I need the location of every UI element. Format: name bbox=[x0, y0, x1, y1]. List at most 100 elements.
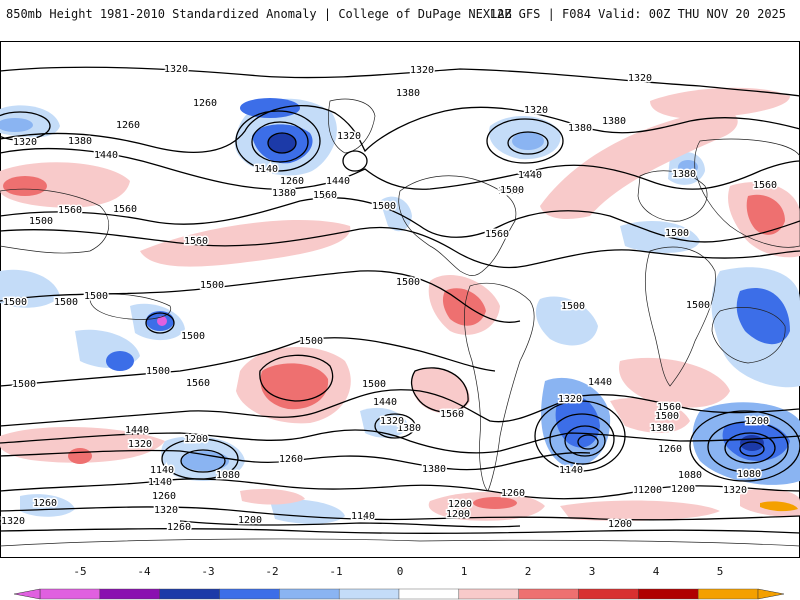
colorbar-segment bbox=[518, 588, 579, 600]
contour-label: 1560 bbox=[113, 204, 137, 215]
neg-anomaly-southern-indian-center bbox=[740, 435, 764, 451]
contour-south-atlantic-low-3 bbox=[564, 425, 606, 457]
contour-label: 1140 bbox=[150, 465, 174, 476]
contour-label: 1380 bbox=[602, 116, 626, 127]
contour-label: 1440 bbox=[373, 397, 397, 408]
contour-label: 1380 bbox=[397, 423, 421, 434]
colorbar-tick-label: -5 bbox=[73, 565, 87, 578]
contour-label: 1500 bbox=[3, 297, 27, 308]
contour-south-pacific-low-1 bbox=[161, 438, 239, 480]
contour-label: 1560 bbox=[440, 409, 464, 420]
contour-label: 1140 bbox=[148, 477, 172, 488]
contour-1440-south bbox=[0, 389, 800, 427]
contour-label: 1320 bbox=[154, 505, 178, 516]
neg-anomaly-far-west-core bbox=[0, 118, 33, 132]
pos-anomaly-west-europe bbox=[0, 162, 130, 208]
pos-anomaly-antarctic-left bbox=[240, 488, 305, 505]
contour-label: 1260 bbox=[658, 444, 682, 455]
coast-south-america bbox=[464, 282, 535, 492]
contour-label: 1380 bbox=[672, 169, 696, 180]
contour-label: 1560 bbox=[186, 378, 210, 389]
contour-south-pacific-low-2 bbox=[180, 449, 226, 473]
contour-label: 1500 bbox=[665, 228, 689, 239]
contour-label: 1260 bbox=[116, 120, 140, 131]
colorbar-tick-label: 5 bbox=[716, 565, 724, 578]
pos-anomaly-pacific-band bbox=[140, 220, 351, 267]
pos-anomaly-southwest-core bbox=[68, 448, 92, 464]
contour-label: 1500 bbox=[372, 201, 396, 212]
contour-label: 1560 bbox=[753, 180, 777, 191]
colorbar-tick-label: -2 bbox=[265, 565, 279, 578]
pos-anomaly-bottom-right-orange bbox=[760, 501, 798, 512]
contour-label: 1560 bbox=[184, 236, 208, 247]
contour-label: 1320 bbox=[337, 131, 361, 142]
contour-label: 1320 bbox=[13, 137, 37, 148]
colorbar-tick-label: 1 bbox=[460, 565, 468, 578]
colorbar-tick-label: -3 bbox=[201, 565, 215, 578]
contour-label: 1500 bbox=[500, 185, 524, 196]
contour-north-pacific-low-2 bbox=[507, 131, 549, 155]
contour-1560-mid bbox=[0, 226, 800, 269]
pos-anomaly-west-europe-core bbox=[3, 176, 47, 196]
contour-1200-south bbox=[0, 506, 800, 521]
pos-anomaly-atlantic-arc bbox=[540, 109, 738, 219]
contour-label: 1380 bbox=[68, 136, 92, 147]
contour-label: 1080 bbox=[737, 469, 761, 480]
contour-label: 1200 bbox=[671, 484, 695, 495]
contour-label: 1320 bbox=[410, 65, 434, 76]
colorbar-right-arrow bbox=[757, 588, 785, 600]
contour-label: 1560 bbox=[657, 402, 681, 413]
neg-anomaly-tropics-west-core bbox=[106, 351, 134, 371]
contour-1560-high bbox=[259, 354, 334, 402]
contour-1440-north bbox=[0, 147, 800, 190]
neg-anomaly-east-asia bbox=[620, 221, 700, 253]
coast-greenland bbox=[328, 98, 376, 154]
colorbar-segment bbox=[338, 588, 400, 600]
neg-anomaly-south-pacific-core bbox=[181, 451, 229, 471]
contour-label: 1560 bbox=[313, 190, 337, 201]
contour-label: 1320 bbox=[380, 416, 404, 427]
pos-anomaly-peru-core bbox=[442, 288, 486, 326]
contour-southern-indian-low-4 bbox=[739, 441, 765, 457]
coast-west-asia bbox=[0, 188, 109, 254]
contour-label: 1380 bbox=[650, 423, 674, 434]
neg-anomaly-canada-core bbox=[678, 160, 698, 174]
map-header: 850mb Height 1981-2010 Standardized Anom… bbox=[0, 0, 800, 30]
contour-label: 1260 bbox=[637, 484, 661, 495]
colorbar-svg bbox=[13, 588, 785, 600]
pos-anomaly-asia-core bbox=[746, 194, 785, 235]
contour-1500-tropic-south bbox=[0, 337, 496, 387]
neg-anomaly-north-atlantic-center bbox=[268, 133, 296, 153]
contour-label: 1560 bbox=[485, 229, 509, 240]
contour-label: 1320 bbox=[1, 516, 25, 527]
contour-label: 1320 bbox=[164, 64, 188, 75]
contour-label: 1260 bbox=[279, 454, 303, 465]
contour-label: 1380 bbox=[272, 188, 296, 199]
contour-southern-indian-low-1 bbox=[689, 410, 800, 482]
contour-1140-south bbox=[179, 520, 521, 528]
contour-label: 1440 bbox=[326, 176, 350, 187]
contour-label: 1140 bbox=[559, 465, 583, 476]
coast-indonesia bbox=[89, 293, 172, 320]
contour-label: 1080 bbox=[678, 470, 702, 481]
colorbar-segment bbox=[279, 588, 340, 600]
contour-label: 1500 bbox=[200, 280, 224, 291]
contour-1380-south bbox=[0, 429, 800, 454]
contour-1320-north bbox=[0, 66, 800, 97]
contour-1320-south bbox=[0, 449, 591, 471]
contour-1260-bottom bbox=[0, 528, 800, 534]
neg-anomaly-south-america bbox=[535, 296, 598, 346]
coast-australia bbox=[711, 307, 786, 364]
contour-label: 1500 bbox=[299, 336, 323, 347]
contour-1260-south bbox=[0, 478, 800, 500]
contour-north-pacific-low-1 bbox=[486, 118, 564, 164]
contour-label: 1500 bbox=[396, 277, 420, 288]
contour-label: 1440 bbox=[94, 150, 118, 161]
contour-label: 1320 bbox=[628, 73, 652, 84]
contour-label: 1200 bbox=[448, 499, 472, 510]
coast-antarctica bbox=[0, 538, 800, 547]
neg-anomaly-south-central bbox=[360, 407, 408, 438]
coastlines bbox=[0, 98, 800, 547]
run-info: 12Z GFS | F084 Valid: 00Z THU NOV 20 202… bbox=[489, 7, 786, 21]
contour-north-atlantic-low-1 bbox=[235, 110, 321, 172]
